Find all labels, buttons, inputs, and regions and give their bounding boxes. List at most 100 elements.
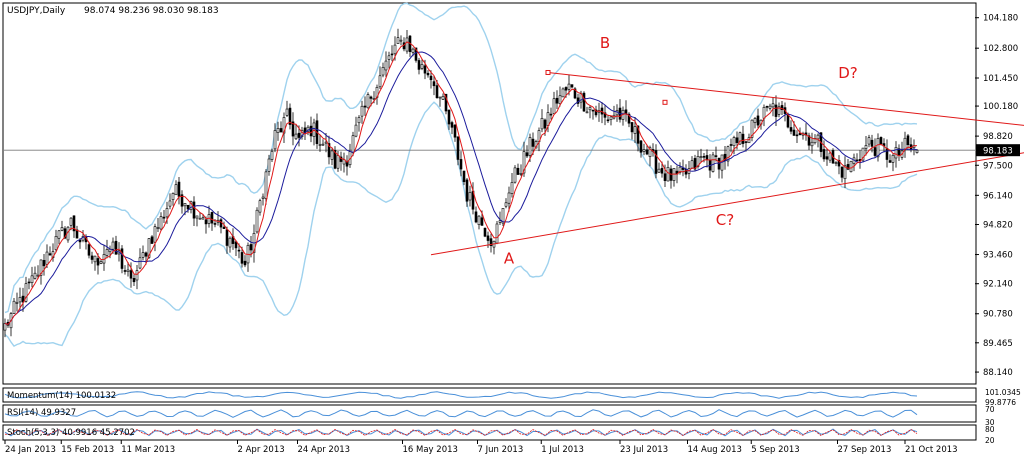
candle-bar [507,186,511,212]
candle-body [198,217,202,220]
candle-body [867,137,871,145]
stochastic-signal-line [4,429,918,436]
candle-body [843,165,847,180]
candle-bar [501,208,505,227]
candle-bar [15,292,19,312]
candle-body [39,259,43,276]
candle-body [279,128,283,133]
candle-body [327,143,331,158]
candle-body [249,244,253,251]
candle-body [792,129,796,136]
candle-bar [702,153,706,163]
indicator-frame [2,404,977,423]
candle-bar [756,108,760,128]
indicator-label: RSI(14) 49.9327 [7,408,76,418]
candle-body [87,244,91,256]
candle-bar [192,196,196,227]
candle-bar [807,132,811,151]
candle-body [423,65,427,74]
candle-bar [27,278,31,290]
candle-body [225,229,229,246]
candle-body [768,105,772,109]
candle-bar [657,162,661,173]
candle-bar [741,125,745,148]
candle-body [513,167,517,183]
candle-body [360,105,364,117]
candle-body [192,201,196,219]
candle-body [156,227,160,229]
candle-bar [285,100,289,118]
candle-body [603,112,607,118]
candle-body [735,137,739,143]
candle-body [468,192,472,201]
candle-body [162,216,166,219]
candle-body [864,145,868,149]
indicator-label: Stoch(5,3,3) 40.9916 45.2702 [7,428,135,438]
candle-body [417,60,421,70]
candle-bar [753,117,757,129]
candle-body [585,111,589,114]
candle-bar [48,246,52,256]
bollinger-upper-band [4,2,918,314]
candle-body [834,162,838,164]
candle-body [627,113,631,124]
candle-bar [630,122,634,140]
candle-body [90,255,94,260]
candle-body [243,260,247,266]
candle-body [69,217,73,226]
candle-body [681,167,685,170]
candle-bar [888,154,892,163]
indicator-label: Momentum(14) 100.0132 [7,391,116,401]
candle-body [591,109,595,112]
candle-bar [483,227,487,238]
candle-body [906,135,910,145]
candle-body [351,135,355,153]
candle-body [168,200,172,207]
candle-body [177,181,181,197]
candle-bar [738,131,742,145]
candle-body [780,105,784,110]
candle-body [234,241,238,249]
candle-body [504,202,508,207]
candle-bar [744,141,748,152]
candle-body [165,208,169,218]
candle-body [483,227,487,237]
candle-body [147,238,151,258]
candle-bar [294,124,298,141]
wave-label: D? [838,64,858,82]
trendline-anchor[interactable] [545,69,551,75]
candle-body [633,126,637,134]
candle-body [489,238,493,247]
candle-body [516,167,520,175]
candle-bar [171,192,175,206]
candle-body [237,249,241,252]
candle-body [888,160,892,163]
candle-body [879,137,883,145]
candle-bar [459,151,463,177]
candle-bar [642,143,646,156]
candle-bar [864,136,868,156]
candle-body [60,227,64,231]
candle-body [240,252,244,264]
wave-label: C? [716,211,734,229]
candle-bar [390,45,394,62]
candle-body [27,281,31,284]
candle-body [120,248,124,269]
candle-body [378,75,382,88]
candle-body [261,196,265,199]
candle-bar [198,212,202,220]
indicator-scale-label: 101.0345 [985,388,1021,397]
candle-bar [519,164,523,177]
candle-bar [318,134,322,152]
wave-label: A [504,250,515,268]
candle-bar [645,144,649,156]
candle-bar [138,248,142,270]
candle-body [273,130,277,150]
trendline-anchor[interactable] [662,99,668,105]
candle-body [288,107,292,125]
candle-body [15,302,19,304]
candle-bar [159,212,163,232]
candle-body [30,275,34,283]
candle-bar [129,262,133,288]
y-tick-label: 97.500 [983,161,1013,171]
